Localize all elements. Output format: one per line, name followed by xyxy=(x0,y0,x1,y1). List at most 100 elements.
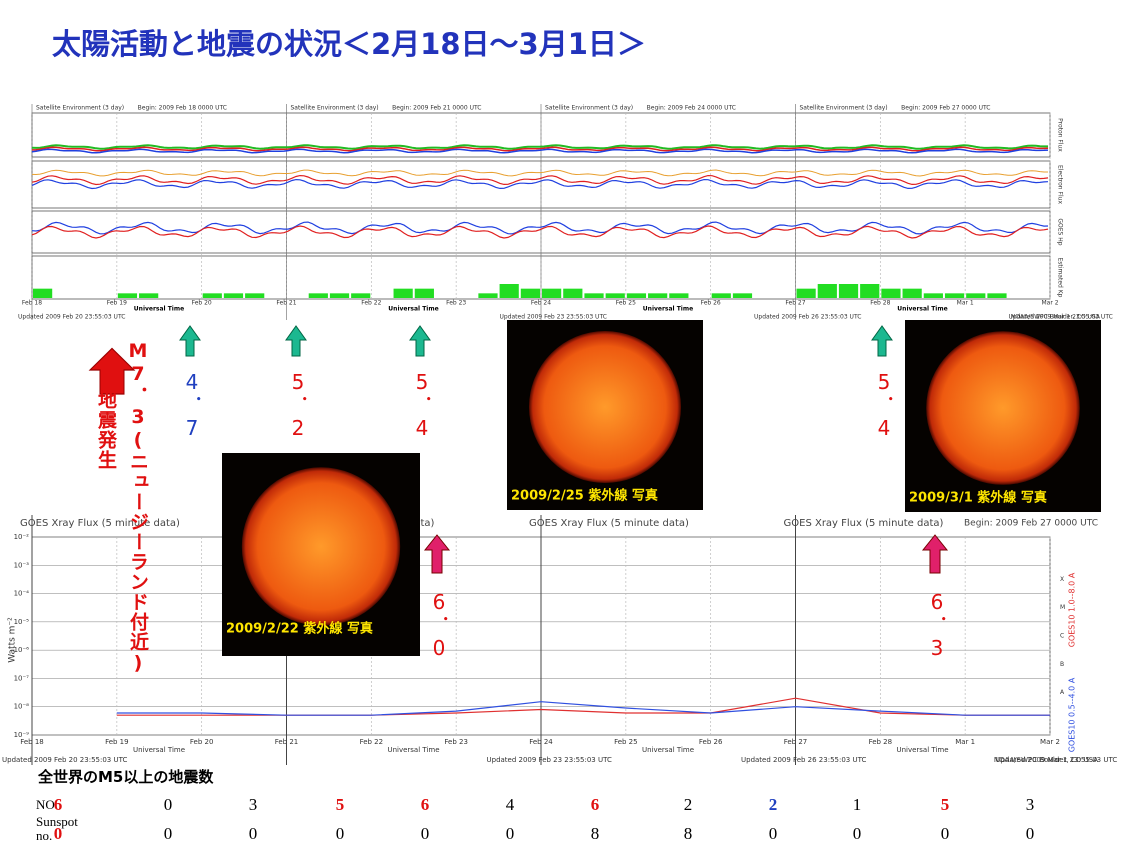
kp-bar xyxy=(223,293,244,298)
panel-footer: Updated 2009 Mar 1 23:55:03 UTC xyxy=(996,756,1118,764)
xray-begin: Begin: 2009 Feb 27 0000 UTC xyxy=(964,519,1098,529)
kp-bar xyxy=(817,284,837,298)
day-label: Feb 22 xyxy=(361,300,381,307)
table-cell: 6 xyxy=(53,795,63,814)
y-tick-label: 10⁻⁹ xyxy=(14,731,30,739)
photos: 2009/2/22 紫外線 写真 2009/2/25 紫外線 写真 2009/3/1… xyxy=(222,320,1101,656)
day-label: Feb 26 xyxy=(699,738,723,746)
day-label: Feb 20 xyxy=(192,300,212,307)
panel-begin: Begin: 2009 Feb 24 0000 UTC xyxy=(647,105,736,112)
kp-bar xyxy=(923,293,943,298)
y-axis-label: Watts m⁻² xyxy=(8,617,18,663)
sun xyxy=(529,331,681,483)
kp-bar xyxy=(478,293,498,298)
table-cell: 0 xyxy=(53,824,63,843)
photo-caption: 2009/2/22 紫外線 写真 xyxy=(226,621,373,637)
panel-header: Satellite Environment (3 day) xyxy=(36,105,124,112)
table-cell: 0 xyxy=(248,824,258,843)
table-cell: 8 xyxy=(683,824,693,843)
trace xyxy=(31,225,1049,239)
quake-arrow xyxy=(88,347,136,395)
kp-bar xyxy=(139,293,159,298)
panel-footer: Updated 2009 Feb 20 23:55:03 UTC xyxy=(18,314,125,321)
day-label: Feb 25 xyxy=(614,738,638,746)
x-axis-label: Universal Time xyxy=(897,306,947,313)
panel-header: Satellite Environment (3 day) xyxy=(800,105,888,112)
source: NOAA/SWPC Boulder, CO USA xyxy=(1011,314,1101,321)
kp-bar xyxy=(605,293,625,298)
day-label: Mar 1 xyxy=(955,738,975,746)
table-cell: 0 xyxy=(852,824,862,843)
kp-bar xyxy=(520,288,540,298)
kp-bar xyxy=(393,288,413,298)
sun xyxy=(926,331,1080,485)
panel-label: GOES Hp xyxy=(1057,218,1064,245)
kp-bar xyxy=(245,293,265,298)
xray-line xyxy=(116,701,1050,716)
y-tick-label: 10⁻⁶ xyxy=(14,646,30,654)
event-label: M7．3(ニュージーランド付近) xyxy=(127,340,149,675)
panel-footer: Updated 2009 Feb 23 23:55:03 UTC xyxy=(500,314,607,321)
table-cell: 0 xyxy=(940,824,950,843)
panel-label: Estimated Kp xyxy=(1057,258,1064,298)
kp-bar xyxy=(414,288,434,298)
kp-bar xyxy=(648,293,668,298)
y-tick-label: 10⁻⁸ xyxy=(14,703,30,711)
event-label: 地震発生 xyxy=(95,390,117,470)
trace xyxy=(31,169,1048,177)
day-label: Feb 23 xyxy=(446,300,466,307)
panel-begin: Begin: 2009 Feb 27 0000 UTC xyxy=(901,105,990,112)
kp-bar xyxy=(542,288,562,298)
table-cell: 0 xyxy=(1025,824,1035,843)
event-label: 5．4 xyxy=(410,370,434,441)
panel-footer: Updated 2009 Feb 26 23:55:03 UTC xyxy=(741,756,866,764)
trace xyxy=(31,148,1049,154)
x-axis-label: Universal Time xyxy=(896,746,948,754)
xray-title: GOES Xray Flux (5 minute data) xyxy=(529,518,689,529)
day-label: Mar 1 xyxy=(957,300,974,307)
green-arrows xyxy=(179,325,893,357)
table-cell: 6 xyxy=(590,795,600,814)
kp-bar xyxy=(33,288,53,298)
table-cell: 2 xyxy=(768,795,778,814)
table-cell: 0 xyxy=(768,824,778,843)
xray-panel: 10⁻⁹ 10⁻⁸ 10⁻⁷ 10⁻⁶ 10⁻⁵ 10⁻⁴ 10⁻³ 10⁻² A B C M X Feb… xyxy=(2,515,1117,765)
day-label: Mar 2 xyxy=(1041,300,1058,307)
panel-footer: Updated 2009 Mar 1 23:55:03 UTC xyxy=(1009,314,1113,321)
table-cell: 5 xyxy=(335,795,345,814)
event-label: 4．7 xyxy=(180,370,204,441)
pink-arrows xyxy=(423,534,949,574)
kp-bar xyxy=(987,293,1007,298)
x-axis-label: Universal Time xyxy=(643,306,693,313)
table-cell: 4 xyxy=(505,795,515,814)
y-tick-label: 10⁻⁵ xyxy=(14,618,30,626)
kp-bar xyxy=(626,293,647,298)
event-label: 6．3 xyxy=(925,590,949,661)
x-axis-label: Universal Time xyxy=(387,746,439,754)
class-label: A xyxy=(1060,689,1065,696)
x-axis-label: Universal Time xyxy=(388,306,438,313)
photo-caption: 2009/3/1 紫外線 写真 xyxy=(909,490,1047,506)
kp-bar xyxy=(584,293,604,298)
satellite-panel: Proton Flux Electron Flux GOES Hp Estimated… xyxy=(18,104,1113,321)
y-tick-label: 10⁻⁷ xyxy=(14,674,30,682)
panel-begin: Begin: 2009 Feb 18 0000 UTC xyxy=(138,105,227,112)
trace xyxy=(31,178,1049,190)
event-label: 5．2 xyxy=(286,370,310,441)
slide-title: 太陽活動と地震の状況＜2月18日～3月1日＞ xyxy=(52,27,646,61)
kp-bar xyxy=(944,293,965,298)
kp-bar xyxy=(202,293,222,298)
table-cell: 0 xyxy=(163,824,173,843)
day-label: Feb 26 xyxy=(701,300,721,307)
x-axis-label: Universal Time xyxy=(642,746,694,754)
kp-bar xyxy=(732,293,753,298)
panel-header: Satellite Environment (3 day) xyxy=(291,105,379,112)
panel-footer: Updated 2009 Feb 23 23:55:03 UTC xyxy=(487,756,612,764)
legend-entry: GOES10 0.5--4.0 A xyxy=(1068,677,1077,752)
sun xyxy=(241,467,401,626)
day-label: Feb 22 xyxy=(360,738,384,746)
y-tick-label: 10⁻³ xyxy=(14,561,30,569)
legend-entry: GOES10 1.0--8.0 A xyxy=(1068,572,1077,647)
table-cell: 5 xyxy=(940,795,950,814)
event-label: 6．0 xyxy=(427,590,451,661)
